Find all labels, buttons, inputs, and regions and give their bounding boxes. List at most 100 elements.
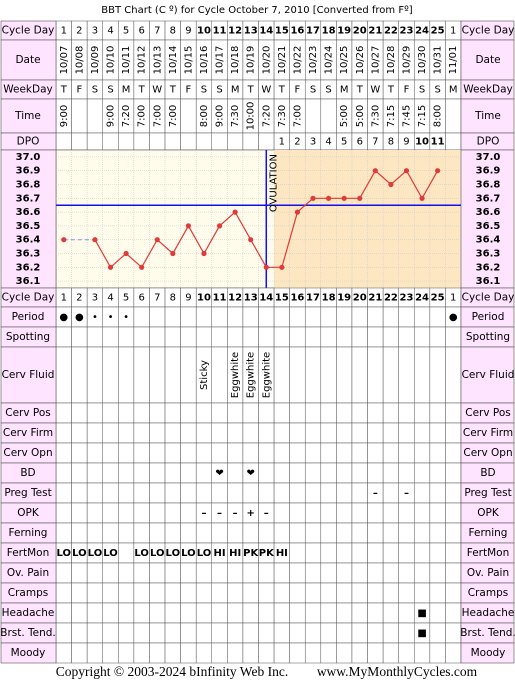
cell [429,402,446,424]
cell [71,326,88,348]
cell [242,562,259,584]
cell [258,522,275,544]
cell [71,462,88,484]
y-tick-label: 36.4 [16,235,41,246]
cell [258,306,275,328]
cell-text: 9:00 [106,105,117,127]
cell-text: – [404,488,409,499]
cell [149,402,166,424]
y-tick-label: 36.2 [16,262,41,273]
cell [227,582,244,604]
cell-text: 21 [368,26,382,37]
row-label: Date [475,54,500,66]
cell [118,542,135,564]
cell-text: 6 [357,137,363,148]
cell-text: 8 [170,26,176,37]
cell [118,622,135,644]
cell [398,602,415,624]
cell [351,422,368,444]
cell [445,326,462,348]
cell [180,562,197,584]
cell [195,462,213,484]
cell [367,306,384,328]
cell [71,522,88,544]
row-label: Time [14,110,41,122]
cell [102,442,119,464]
cell-text: 3 [310,137,316,148]
cell [227,402,244,424]
cell [149,602,166,624]
cell-text: 12 [228,293,242,304]
cell [86,132,103,151]
cell-text: 10/21 [277,46,288,75]
cell-text: 10 [197,26,211,37]
cell [242,622,259,644]
cell [304,346,322,404]
row-label: Ferning [469,527,508,539]
cell-text: 7 [154,26,160,37]
cell [320,582,337,604]
cell [336,402,353,424]
cell [258,642,275,664]
cell [86,98,103,134]
cell [414,402,431,424]
cell [55,482,72,504]
cell [289,326,306,348]
cell [55,522,72,544]
cell [164,522,181,544]
cell-text: 10 [415,137,429,148]
cell-text: • [92,312,98,323]
temperature-point [154,237,160,243]
row-label: Cycle Day [462,292,515,304]
cell-text: 1 [61,26,67,37]
cell [180,422,197,444]
cell [86,522,103,544]
cell [242,306,259,328]
cell [180,642,197,664]
cell-text: • [123,312,129,323]
row-label: Brst. Tend. [460,627,515,639]
row-label: Preg Test [464,487,511,499]
cell-text: 20 [353,26,367,37]
y-tick-label: 36.8 [476,180,501,191]
row-label: WeekDay [3,84,53,96]
copyright: Copyright © 2003-2024 bInfinity Web Inc. [56,664,288,679]
cell-text: 11 [213,26,227,37]
cell [133,326,150,348]
cell [195,402,213,424]
cell [211,602,228,624]
cell [351,402,368,424]
cell [55,602,72,624]
cell-text: 15 [275,293,289,304]
cell [336,542,353,564]
cell [289,306,306,328]
cell [164,306,181,328]
cell [242,442,259,464]
cell [414,482,431,504]
cell-text: S [216,85,222,96]
cell [304,582,322,604]
cell [164,642,181,664]
cell [195,442,213,464]
cell [398,642,415,664]
cell-text: 23 [400,293,414,304]
cell [273,462,290,484]
label-cell [0,98,57,134]
cell [133,306,150,328]
cell [273,562,290,584]
y-tick-label: 36.1 [476,276,501,287]
temperature-point [341,195,347,201]
row-label: Cramps [8,587,48,599]
cell [86,502,103,524]
cell-text: 10:00 [246,102,257,131]
cell [382,582,399,604]
cell-text: 7:30 [230,105,241,127]
cell-text: F [76,85,82,96]
cell [336,442,353,464]
y-tick-label: 37.0 [16,152,41,163]
cell [227,622,244,644]
cell [86,602,103,624]
cell-text: + [247,508,255,519]
y-tick-label: 36.9 [476,166,501,177]
cell-text: 5 [123,26,129,37]
